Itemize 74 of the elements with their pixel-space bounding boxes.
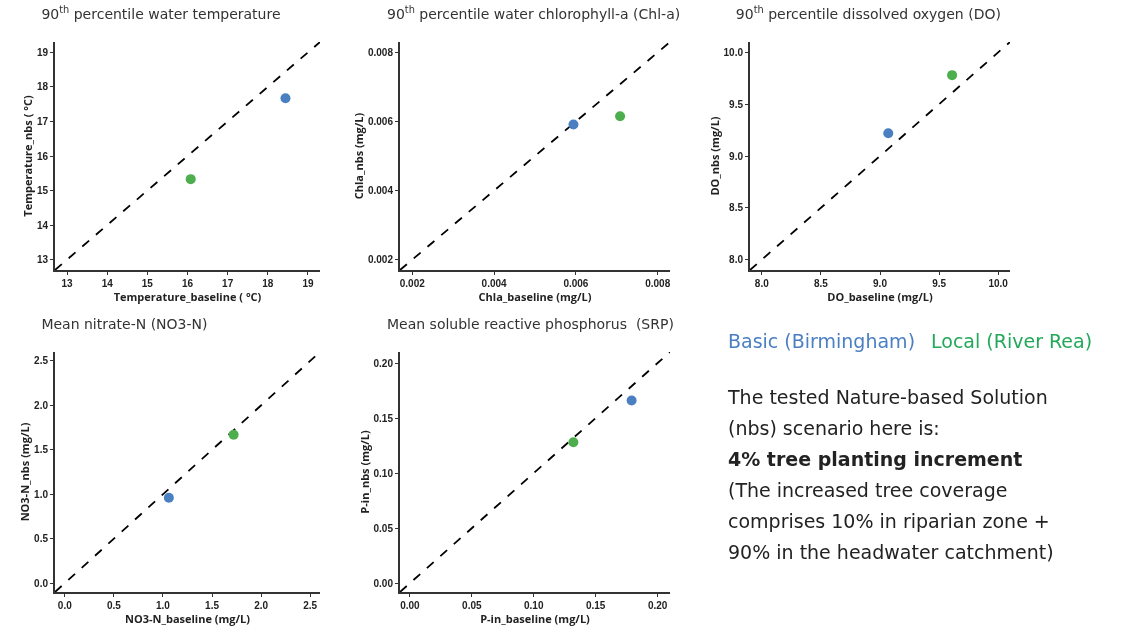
- chart-title: Mean nitrate-N (NO3-N): [41, 316, 208, 333]
- y-tick-label: 0.0: [34, 577, 49, 589]
- y-tick-label: 0.00: [373, 577, 394, 589]
- chart-title: 90$^{th}$ percentile dissolved oxygen (DO): [735, 4, 1001, 23]
- y-tick-label: 0.006: [367, 115, 394, 127]
- y-tick-label: 19: [36, 46, 49, 58]
- y-axis-title: Temperature_nbs ( °C): [20, 95, 36, 217]
- legend-label: Basic (Birmingham): [728, 330, 916, 352]
- y-tick-label: 0.004: [367, 185, 394, 197]
- x-tick-label: 1.0: [156, 600, 171, 611]
- y-tick-label: 1.5: [34, 444, 49, 456]
- x-tick-label: 15: [141, 278, 154, 289]
- text: (The increased tree coverage comprises 10% in riparian zone + 90% in the headwater catchment): [728, 478, 1055, 565]
- x-axis-title: Temperature_baseline ( °C): [113, 289, 262, 304]
- y-tick-label: 8.5: [729, 202, 744, 214]
- x-tick-label: 0.002: [399, 278, 426, 289]
- y-tick-label: 18: [36, 81, 49, 93]
- x-tick-label: 13: [61, 278, 74, 289]
- x-tick-label: 8.5: [813, 278, 829, 289]
- y-tick-label: 17: [36, 115, 49, 127]
- x-tick-label: 2.0: [254, 600, 269, 611]
- x-tick-label: 2.5: [303, 600, 318, 611]
- y-axis-title: Chla_nbs (mg/L): [351, 112, 367, 200]
- x-tick-label: 1.5: [205, 600, 220, 611]
- chart-title: 90$^{th}$ percentile water chlorophyll-a (Chl-a): [387, 4, 681, 23]
- x-axis-title: NO3-N_baseline (mg/L): [124, 611, 251, 626]
- x-tick-label: 0.20: [647, 600, 668, 611]
- y-tick-label: 16: [36, 150, 49, 162]
- y-tick-label: 0.002: [367, 254, 394, 266]
- text: 4% tree planting increment: [728, 447, 1024, 472]
- y-tick-label: 0.20: [373, 357, 394, 369]
- x-tick-label: 9.5: [932, 278, 947, 289]
- x-tick-label: 18: [262, 278, 274, 289]
- y-tick-label: 0.05: [373, 522, 394, 534]
- y-tick-label: 0.10: [373, 467, 394, 479]
- y-axis-title: NO3-N_nbs (mg/L): [17, 422, 33, 522]
- x-axis-title: Chla_baseline (mg/L): [478, 289, 592, 304]
- y-tick-label: 0.5: [34, 533, 49, 545]
- y-tick-label: 8.0: [729, 254, 744, 266]
- x-tick-label: 0.05: [462, 600, 482, 611]
- x-tick-label: 14: [101, 278, 114, 289]
- y-tick-label: 9.0: [729, 150, 744, 162]
- x-tick-label: 10.0: [988, 278, 1009, 289]
- y-tick-label: 2.0: [34, 399, 49, 411]
- y-tick-label: 2.5: [34, 355, 49, 367]
- y-tick-label: 14: [36, 219, 49, 231]
- legend-label: Local (River Rea): [931, 330, 1093, 352]
- x-tick-label: 16: [181, 278, 194, 289]
- x-tick-label: 0.006: [563, 278, 589, 289]
- x-tick-label: 8.0: [754, 278, 770, 289]
- x-tick-label: 0.15: [585, 600, 606, 611]
- x-axis-title: P-in_baseline (mg/L): [480, 611, 591, 626]
- x-tick-label: 0.00: [400, 600, 421, 611]
- chart-title: Mean soluble reactive phosphorus (SRP): [387, 316, 674, 333]
- y-tick-label: 10.0: [723, 46, 744, 58]
- y-tick-label: 0.008: [367, 46, 394, 58]
- x-tick-label: 0.004: [481, 278, 508, 289]
- text: The tested Nature-based Solution (nbs) scenario here is:: [728, 385, 1049, 441]
- y-tick-label: 15: [36, 185, 49, 197]
- y-tick-label: 13: [36, 254, 49, 266]
- y-axis-title: P-in_nbs (mg/L): [356, 430, 372, 514]
- y-tick-label: 1.0: [34, 488, 49, 500]
- x-tick-label: 0.10: [524, 600, 544, 611]
- y-tick-label: 0.15: [373, 412, 394, 424]
- x-tick-label: 17: [222, 278, 234, 289]
- x-tick-label: 0.008: [645, 278, 671, 289]
- x-tick-label: 0.0: [57, 600, 73, 611]
- y-tick-label: 9.5: [729, 98, 744, 110]
- x-axis-title: DO_baseline (mg/L): [827, 289, 934, 304]
- x-tick-label: 9.0: [873, 278, 888, 289]
- x-tick-label: 0.5: [106, 600, 122, 611]
- y-axis-title: DO_nbs (mg/L): [706, 116, 722, 196]
- chart-title: 90$^{th}$ percentile water temperature: [41, 4, 281, 23]
- x-tick-label: 19: [302, 278, 314, 289]
